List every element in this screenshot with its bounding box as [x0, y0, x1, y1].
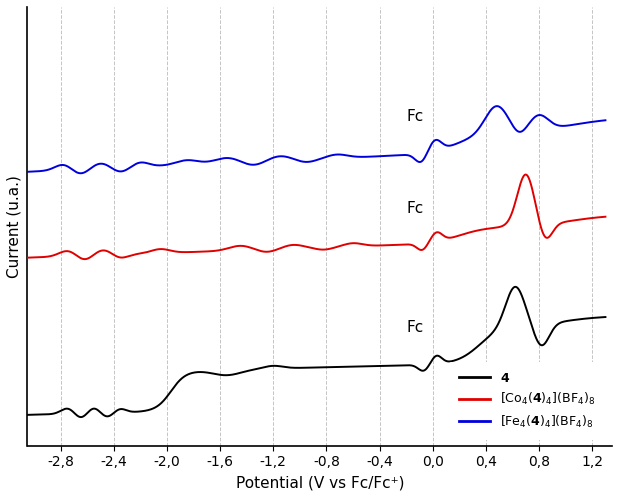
- Y-axis label: Current (u.a.): Current (u.a.): [7, 175, 22, 278]
- X-axis label: Potential (V vs Fc/Fc⁺): Potential (V vs Fc/Fc⁺): [235, 475, 404, 490]
- Text: Fc: Fc: [407, 109, 424, 124]
- Text: Fc: Fc: [407, 321, 424, 335]
- Legend: $\mathbf{4}$, [Co$_4$($\mathbf{4}$)$_4$](BF$_4$)$_8$, [Fe$_4$($\mathbf{4}$)$_4$]: $\mathbf{4}$, [Co$_4$($\mathbf{4}$)$_4$]…: [449, 362, 606, 439]
- Text: Fc: Fc: [407, 201, 424, 216]
